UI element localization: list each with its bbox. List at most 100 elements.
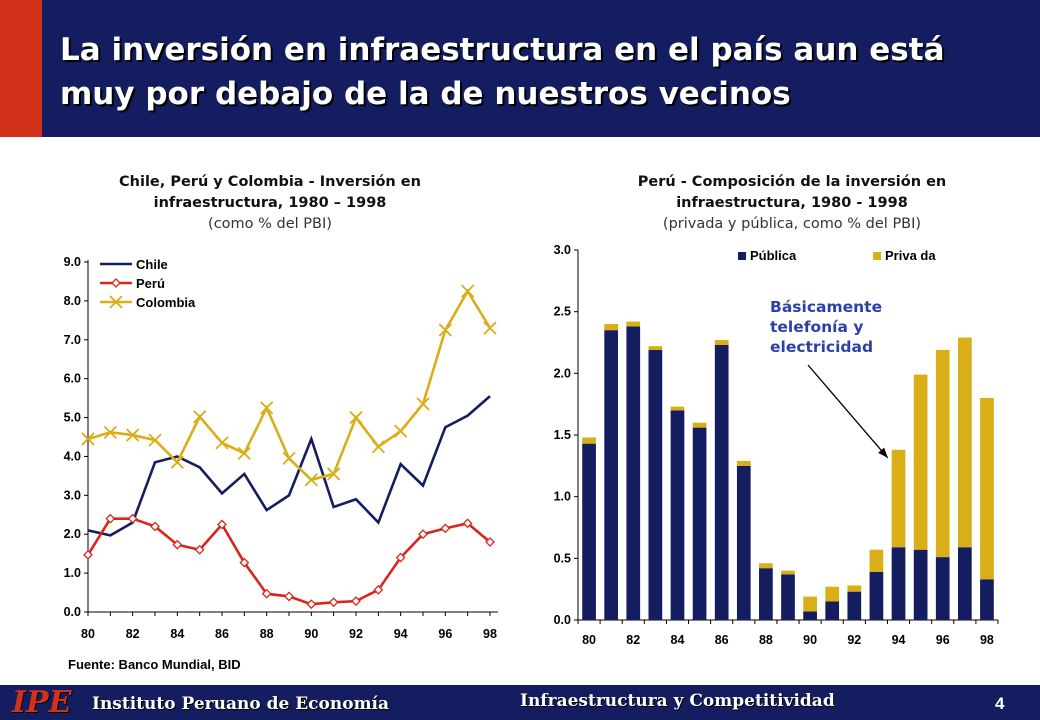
x-tick-label: 80 bbox=[81, 627, 95, 641]
x-tick-label: 86 bbox=[715, 633, 729, 647]
bar-publica bbox=[825, 601, 840, 620]
x-tick-label: 82 bbox=[626, 633, 640, 647]
point-colombia bbox=[349, 410, 363, 425]
bar-publica bbox=[980, 579, 994, 620]
bar-privada bbox=[980, 398, 994, 580]
legend-label-peru: Perú bbox=[136, 276, 165, 291]
point-peru bbox=[440, 523, 451, 534]
annotation-text-line: telefonía y bbox=[770, 318, 863, 336]
point-peru bbox=[127, 513, 138, 524]
bar-publica bbox=[736, 465, 751, 620]
point-colombia bbox=[170, 455, 184, 469]
x-tick-label: 90 bbox=[803, 633, 817, 647]
x-tick-label: 96 bbox=[438, 627, 452, 641]
bar-privada bbox=[736, 460, 751, 466]
annotation-text-line: electricidad bbox=[770, 338, 873, 356]
bar-publica bbox=[648, 349, 663, 620]
point-colombia bbox=[126, 428, 140, 442]
bar-publica bbox=[692, 427, 707, 620]
y-tick-label: 0.0 bbox=[64, 605, 81, 619]
point-colombia bbox=[282, 451, 296, 466]
bar-publica bbox=[891, 547, 906, 620]
point-colombia bbox=[327, 467, 341, 481]
bar-publica bbox=[582, 443, 596, 620]
bar-publica bbox=[869, 571, 884, 620]
bar-privada bbox=[803, 596, 817, 612]
x-tick-label: 98 bbox=[483, 627, 497, 641]
legend-label-colombia: Colombia bbox=[136, 295, 196, 310]
point-peru bbox=[485, 537, 495, 547]
x-tick-label: 94 bbox=[892, 633, 906, 647]
bar-privada bbox=[825, 586, 840, 602]
bar-publica bbox=[626, 326, 641, 620]
x-tick-label: 88 bbox=[260, 627, 274, 641]
point-peru bbox=[395, 552, 406, 563]
point-colombia bbox=[193, 410, 207, 424]
point-peru bbox=[306, 599, 317, 610]
legend-swatch-publica bbox=[738, 252, 746, 260]
line-chart-subtitle: (como % del PBI) bbox=[208, 216, 332, 232]
bar-privada bbox=[957, 337, 972, 548]
point-colombia bbox=[371, 440, 385, 454]
line-chart-title: Chile, Perú y Colombia - Inversión en in… bbox=[119, 174, 421, 211]
point-colombia bbox=[461, 284, 475, 298]
point-peru bbox=[105, 513, 116, 524]
x-tick-label: 80 bbox=[582, 633, 596, 647]
legend-label-chile: Chile bbox=[136, 257, 168, 272]
bar-publica bbox=[913, 549, 928, 620]
point-colombia bbox=[103, 425, 117, 439]
y-tick-label: 2.0 bbox=[64, 527, 81, 541]
bar-privada bbox=[692, 422, 707, 428]
x-tick-label: 90 bbox=[304, 627, 318, 641]
bar-publica bbox=[714, 344, 729, 620]
legend-marker-colombia bbox=[109, 295, 123, 309]
page-number: 4 bbox=[995, 694, 1005, 713]
point-peru bbox=[328, 597, 339, 608]
x-tick-label: 92 bbox=[349, 627, 363, 641]
x-tick-label: 82 bbox=[126, 627, 140, 641]
header-accent-stripe bbox=[0, 0, 42, 137]
y-tick-label: 8.0 bbox=[64, 294, 81, 308]
legend-marker-peru bbox=[111, 278, 121, 288]
bar-publica bbox=[781, 574, 795, 620]
bar-privada bbox=[626, 321, 641, 327]
y-tick-label: 2.5 bbox=[554, 305, 571, 319]
point-colombia bbox=[394, 424, 408, 438]
annotation-text-line: Básicamente bbox=[770, 298, 882, 316]
header-bar bbox=[0, 0, 1040, 137]
bar-privada bbox=[935, 349, 950, 558]
bar-chart-subtitle: (privada y pública, como % del PBI) bbox=[662, 216, 922, 232]
x-tick-label: 84 bbox=[170, 627, 184, 641]
bar-publica bbox=[803, 611, 817, 620]
footer-bar bbox=[0, 685, 1040, 720]
y-tick-label: 6.0 bbox=[64, 372, 81, 386]
point-colombia bbox=[260, 401, 274, 415]
ipe-logo: IPE bbox=[12, 685, 72, 720]
bar-privada bbox=[781, 570, 795, 575]
bar-privada bbox=[670, 406, 685, 411]
legend-label-privada: Priva da bbox=[885, 248, 936, 263]
bar-chart-title: Perú - Composición de la inversión en in… bbox=[637, 174, 947, 211]
point-peru bbox=[418, 529, 428, 540]
point-colombia bbox=[416, 397, 430, 411]
bar-publica bbox=[957, 547, 972, 620]
point-colombia bbox=[237, 446, 251, 460]
bar-publica bbox=[935, 557, 950, 620]
y-tick-label: 7.0 bbox=[64, 333, 81, 347]
x-tick-label: 88 bbox=[759, 633, 773, 647]
footer-topic: Infraestructura y Competitividad bbox=[520, 691, 835, 711]
bar-publica bbox=[604, 330, 619, 620]
y-tick-label: 3.0 bbox=[64, 488, 81, 502]
series-line-chile bbox=[87, 395, 491, 537]
point-peru bbox=[83, 549, 93, 560]
x-tick-label: 96 bbox=[936, 633, 950, 647]
line-chart-title-block: Chile, Perú y Colombia - Inversión en in… bbox=[60, 172, 480, 235]
stacked-bar-chart: 0.0 0.5 1.0 1.5 2.0 2.5 3.0 80 82 84 86 88 90 92 94 96 9… bbox=[554, 243, 999, 647]
y-tick-label: 1.0 bbox=[64, 566, 81, 580]
bar-privada bbox=[759, 563, 773, 569]
point-peru bbox=[150, 521, 160, 532]
point-colombia bbox=[438, 323, 452, 337]
source-note: Fuente: Banco Mundial, BID bbox=[68, 657, 241, 672]
x-tick-label: 86 bbox=[215, 627, 229, 641]
point-peru bbox=[373, 584, 384, 595]
